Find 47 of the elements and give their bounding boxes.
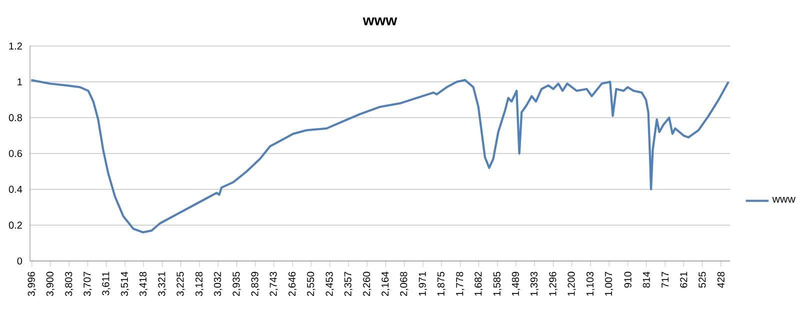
x-tick-label: 2,550 <box>307 272 316 296</box>
x-tick-label: 2,453 <box>326 272 334 296</box>
x-tick-label: 1,103 <box>586 272 595 296</box>
x-tick-label: 2,357 <box>344 272 353 296</box>
x-tick-label: 428 <box>717 272 724 288</box>
x-tick-label: 525 <box>698 272 706 288</box>
y-tick-label: 0 <box>17 257 22 265</box>
x-tick-label: 2,935 <box>232 272 241 296</box>
x-tick-label: 3,032 <box>214 272 222 296</box>
x-tick-label: 2,743 <box>270 272 278 296</box>
legend-label: www <box>772 196 796 203</box>
x-tick-label: 3,128 <box>195 272 204 296</box>
y-tick-label: 0.8 <box>8 114 22 122</box>
y-tick-label: 0.6 <box>8 150 22 158</box>
x-tick-label: 1,489 <box>512 272 520 296</box>
x-tick-label: 3,611 <box>102 272 110 296</box>
x-tick-label: 814 <box>642 272 650 288</box>
x-tick-label: 3,996 <box>28 272 36 296</box>
y-tick-label: 1 <box>18 78 22 86</box>
x-tick-label: 1,778 <box>456 272 464 296</box>
x-tick-label: 3,225 <box>176 272 185 296</box>
x-tick-label: 621 <box>680 272 688 288</box>
x-tick-label: 3,900 <box>46 272 55 296</box>
x-tick-label: 3,418 <box>139 272 148 296</box>
x-tick-label: 3,321 <box>158 272 166 296</box>
x-tick-label: 1,296 <box>549 272 558 296</box>
y-tick-label: 0.4 <box>8 186 22 193</box>
y-tick-label: 1.2 <box>9 42 22 50</box>
x-tick-label: 2,839 <box>251 272 260 296</box>
x-tick-label: 1,875 <box>437 272 446 296</box>
x-tick-label: 910 <box>624 272 632 288</box>
x-tick-label: 717 <box>662 272 669 288</box>
x-tick-label: 3,803 <box>65 272 74 296</box>
x-tick-label: 1,971 <box>418 272 428 296</box>
x-tick-label: 1,393 <box>530 272 539 296</box>
x-tick-label: 1,585 <box>493 272 502 296</box>
y-tick-label: 0.2 <box>8 222 22 229</box>
x-tick-label: 3,514 <box>120 272 130 296</box>
x-tick-label: 3,707 <box>84 272 92 296</box>
x-tick-label: 1,200 <box>568 272 576 296</box>
x-tick-label: 2,646 <box>288 272 297 296</box>
chart-title: www <box>362 18 398 26</box>
x-tick-label: 2,260 <box>363 272 372 296</box>
x-tick-label: 2,068 <box>400 272 408 296</box>
x-tick-label: 2,164 <box>382 272 390 296</box>
x-tick-label: 1,007 <box>604 272 614 296</box>
x-tick-label: 1,682 <box>474 272 483 296</box>
